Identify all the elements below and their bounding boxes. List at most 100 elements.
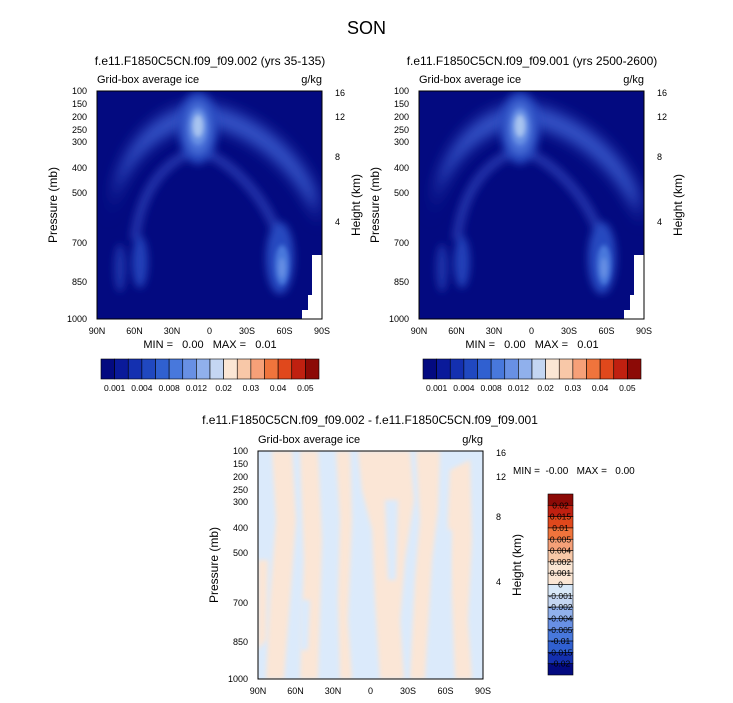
- right-colorbar-swatch: [477, 358, 492, 380]
- diff-colorbar-label: 0.005: [550, 534, 572, 544]
- diff-panel: f.e11.F1850C5CN.f09_f09.002 - f.e11.F185…: [202, 413, 635, 696]
- diff-units-label: g/kg: [462, 434, 483, 446]
- right-colorbar-label: 0.004: [453, 383, 475, 393]
- right-colorbar-swatch: [490, 358, 506, 380]
- main-title: SON: [346, 18, 386, 38]
- right-min-max: MIN = 0.00 MAX = 0.01: [465, 339, 598, 351]
- left-ytick-label: 1000: [67, 314, 87, 324]
- left-field-label: Grid-box average ice: [97, 74, 199, 86]
- left-x-axis: 90N 60N 30N 0 30S 60S 90S: [89, 326, 330, 336]
- right-colorbar-swatch: [531, 358, 546, 380]
- left-colorbar-swatch: [209, 358, 224, 380]
- diff-xtick-label: 0: [368, 686, 373, 696]
- right-ytick-label: 1000: [389, 314, 409, 324]
- left-colorbar-label: 0.001: [104, 383, 126, 393]
- diff-colorbar-label: -0.005: [548, 625, 572, 635]
- right-ytick-label: 850: [394, 277, 409, 287]
- diff-ytick-label: 500: [233, 548, 248, 558]
- diff-ylabel-right: Height (km): [510, 534, 524, 596]
- right-ytick-label: 700: [394, 238, 409, 248]
- diff-colorbar-label: -0.015: [548, 647, 572, 657]
- left-xtick-label: 30S: [239, 326, 255, 336]
- right-panel: f.e11.F1850C5CN.f09_f09.001 (yrs 2500-26…: [368, 54, 685, 393]
- left-colorbar-swatch: [114, 358, 129, 380]
- diff-ytick-label: 700: [233, 598, 248, 608]
- right-colorbar-label: 0.001: [426, 383, 448, 393]
- left-ylabel-right: Height (km): [349, 174, 363, 236]
- right-height-tick: 16: [657, 88, 667, 98]
- right-units-label: g/kg: [623, 74, 644, 86]
- left-min-max: MIN = 0.00 MAX = 0.01: [143, 339, 276, 351]
- right-title: f.e11.F1850C5CN.f09_f09.001 (yrs 2500-26…: [407, 54, 658, 68]
- left-ytick-label: 850: [72, 277, 87, 287]
- left-ytick-label: 400: [72, 163, 87, 173]
- right-xtick-label: 60S: [598, 326, 614, 336]
- right-xtick-label: 90S: [636, 326, 652, 336]
- diff-xtick-label: 60S: [437, 686, 453, 696]
- diff-y-axis: 100 150 200 250 300 400 500 700 850 1000: [228, 446, 248, 684]
- diff-height-tick: 4: [496, 577, 501, 587]
- left-title: f.e11.F1850C5CN.f09_f09.002 (yrs 35-135): [95, 54, 326, 68]
- right-colorbar-swatch: [449, 358, 465, 380]
- left-colorbar-label: 0.05: [297, 383, 314, 393]
- right-colorbar-swatch: [436, 358, 451, 380]
- right-height-axis: 16 12 8 4: [657, 88, 667, 227]
- right-ytick-label: 250: [394, 125, 409, 135]
- diff-field-label: Grid-box average ice: [258, 434, 360, 446]
- diff-ytick-label: 400: [233, 523, 248, 533]
- left-colorbar-label: 0.02: [215, 383, 232, 393]
- diff-xtick-label: 90S: [475, 686, 491, 696]
- left-height-tick: 16: [335, 88, 345, 98]
- diff-min-max: MIN = -0.00 MAX = 0.00: [513, 466, 635, 477]
- left-xtick-label: 30N: [164, 326, 181, 336]
- right-ylabel: Pressure (mb): [368, 167, 382, 243]
- diff-xtick-label: 30N: [325, 686, 342, 696]
- left-ytick-label: 200: [72, 112, 87, 122]
- left-xtick-label: 60S: [276, 326, 292, 336]
- diff-ytick-label: 150: [233, 459, 248, 469]
- diff-xtick-label: 60N: [287, 686, 304, 696]
- right-colorbar-swatch: [613, 358, 628, 380]
- left-colorbar-swatch: [223, 358, 238, 380]
- diff-ytick-label: 200: [233, 472, 248, 482]
- left-colorbar-swatch: [277, 358, 293, 380]
- right-ytick-label: 400: [394, 163, 409, 173]
- left-colorbar-swatch: [127, 358, 143, 380]
- right-colorbar-swatch: [422, 358, 437, 380]
- right-ytick-label: 300: [394, 137, 409, 147]
- left-height-tick: 12: [335, 112, 345, 122]
- right-colorbar-label: 0.04: [592, 383, 609, 393]
- right-colorbar-label: 0.02: [537, 383, 554, 393]
- right-colorbar-swatch: [545, 358, 560, 380]
- diff-ytick-label: 1000: [228, 674, 248, 684]
- diff-colorbar-swatch: [547, 663, 574, 676]
- right-height-tick: 8: [657, 152, 662, 162]
- right-ylabel-right: Height (km): [671, 174, 685, 236]
- diff-xtick-label: 90N: [250, 686, 267, 696]
- right-xtick-label: 30N: [486, 326, 503, 336]
- diff-colorbar-label: -0.01: [551, 636, 571, 646]
- right-colorbar: 0.001 0.004 0.008 0.012 0.02 0.03 0.04 0.05: [422, 358, 642, 393]
- left-ytick-label: 700: [72, 238, 87, 248]
- diff-colorbar-label: 0.002: [550, 557, 572, 567]
- left-colorbar-label: 0.004: [131, 383, 153, 393]
- left-panel: f.e11.F1850C5CN.f09_f09.002 (yrs 35-135)…: [46, 54, 363, 393]
- right-ytick-label: 200: [394, 112, 409, 122]
- diff-ylabel: Pressure (mb): [207, 527, 221, 603]
- diff-height-tick: 12: [496, 472, 506, 482]
- diff-x-axis: 90N 60N 30N 0 30S 60S 90S: [250, 686, 491, 696]
- diff-colorbar-label: -0.001: [548, 591, 572, 601]
- left-colorbar-swatch: [236, 358, 252, 380]
- right-colorbar-swatch: [463, 358, 478, 380]
- left-colorbar-label: 0.03: [243, 383, 260, 393]
- left-xtick-label: 60N: [126, 326, 143, 336]
- right-colorbar-swatch: [504, 358, 519, 380]
- diff-ytick-label: 850: [233, 637, 248, 647]
- left-colorbar-swatch: [141, 358, 156, 380]
- left-height-tick: 8: [335, 152, 340, 162]
- right-xtick-label: 0: [529, 326, 534, 336]
- left-colorbar-swatch: [264, 358, 279, 380]
- left-colorbar-swatch: [168, 358, 184, 380]
- left-colorbar-swatch: [100, 358, 115, 380]
